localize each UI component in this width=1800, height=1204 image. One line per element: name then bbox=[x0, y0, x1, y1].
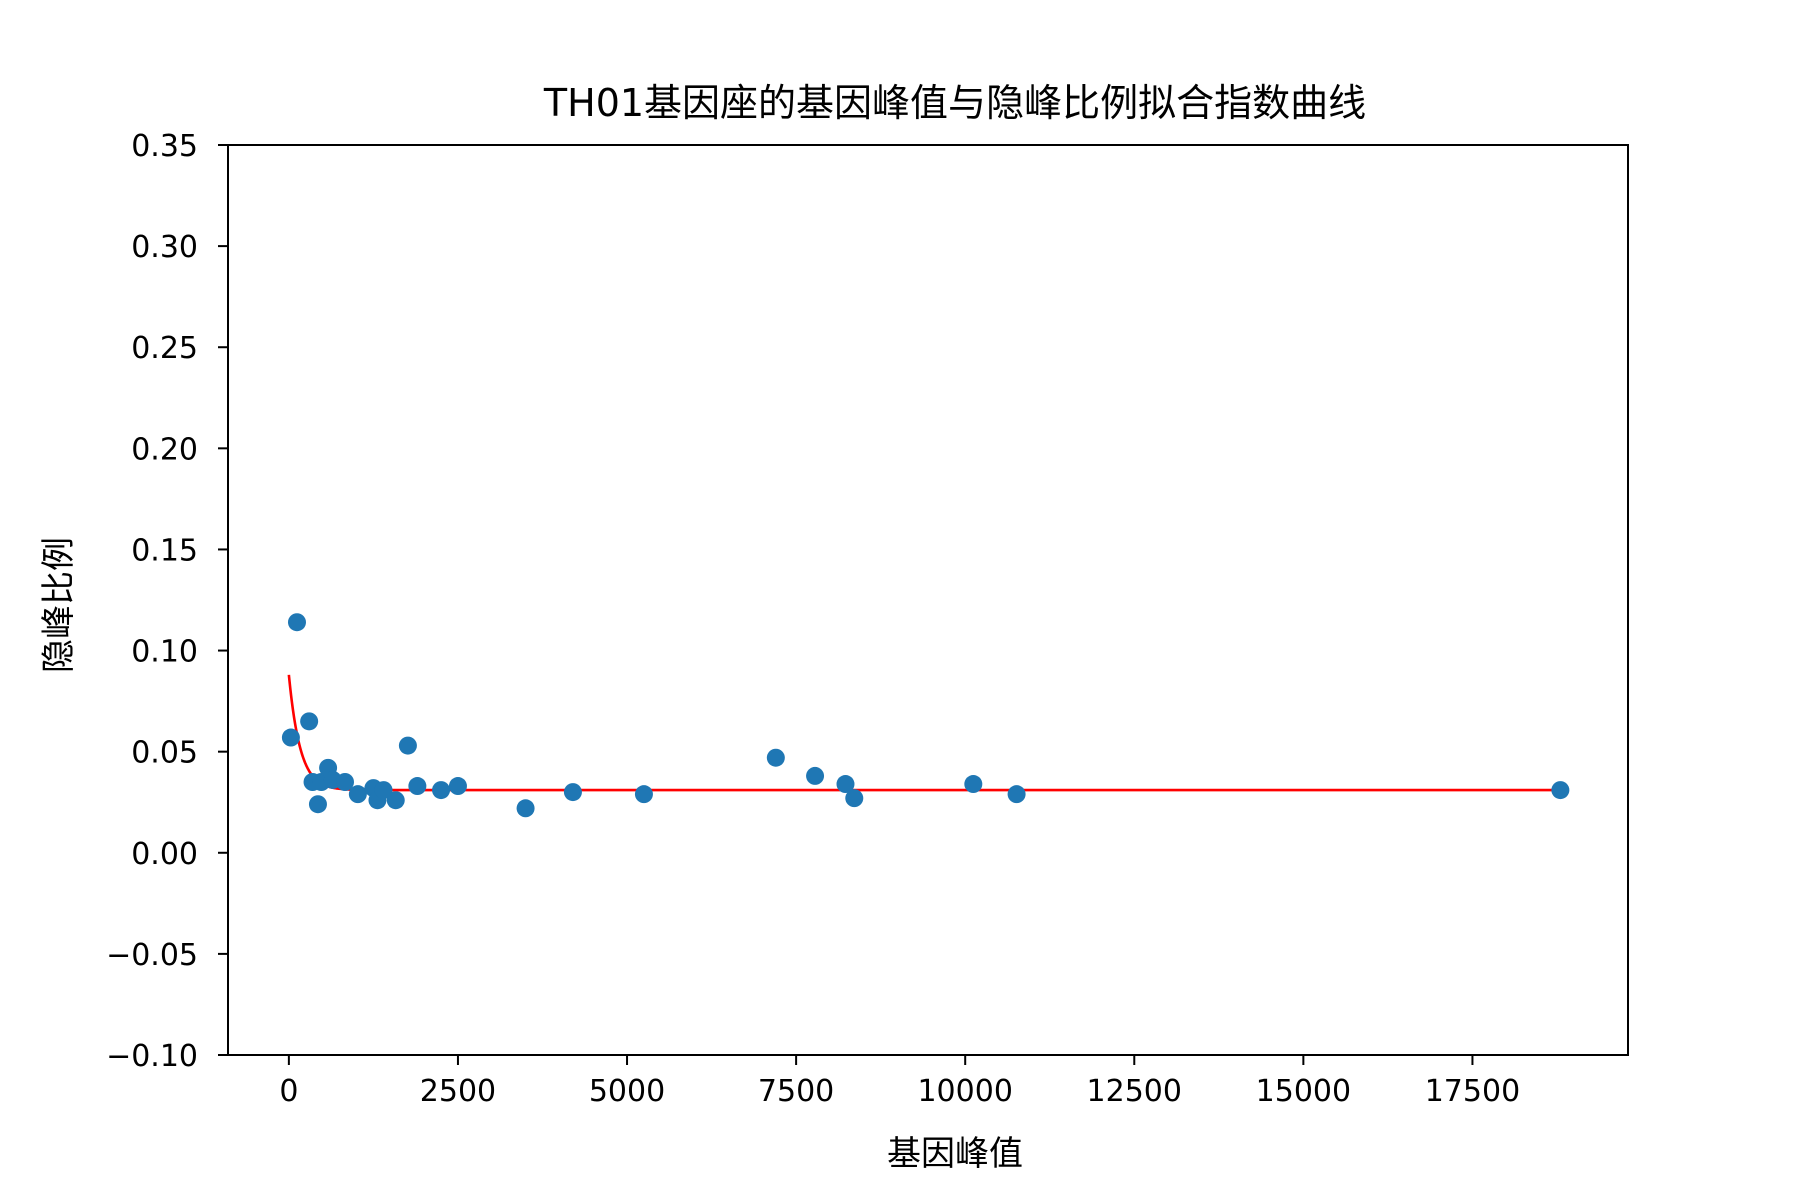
x-tick-label: 17500 bbox=[1425, 1074, 1520, 1109]
scatter-point bbox=[281, 728, 300, 747]
y-tick-label: 0.10 bbox=[131, 635, 198, 670]
x-axis-title: 基因峰值 bbox=[887, 1134, 1023, 1174]
x-tick-label: 5000 bbox=[589, 1074, 665, 1109]
y-tick-label: 0.05 bbox=[131, 736, 198, 771]
scatter-point bbox=[1007, 785, 1026, 804]
scatter-point bbox=[348, 785, 367, 804]
y-tick-label: 0.20 bbox=[131, 432, 198, 467]
scatter-point bbox=[836, 775, 855, 794]
y-tick-label: 0.00 bbox=[131, 837, 198, 872]
x-tick-label: 10000 bbox=[917, 1074, 1012, 1109]
x-tick-label: 7500 bbox=[758, 1074, 834, 1109]
chart-title: TH01基因座的基因峰值与隐峰比例拟合指数曲线 bbox=[543, 81, 1366, 125]
scatter-point bbox=[308, 795, 327, 814]
scatter-point bbox=[336, 773, 355, 791]
x-tick-label: 0 bbox=[279, 1074, 298, 1109]
scatter-point bbox=[634, 785, 653, 804]
scatter-point bbox=[408, 777, 427, 796]
scatter-point bbox=[398, 736, 417, 755]
x-axis-ticks: 0 2500 5000 7500 10000 12500 15000 17500 bbox=[279, 1055, 1520, 1109]
x-tick-label: 12500 bbox=[1087, 1074, 1182, 1109]
y-tick-label: −0.10 bbox=[106, 1039, 198, 1074]
scatter-point bbox=[448, 777, 467, 796]
scatter-point bbox=[1551, 781, 1570, 800]
scatter-point bbox=[386, 791, 405, 810]
scatter-point bbox=[964, 775, 983, 794]
scatter-point bbox=[766, 748, 785, 767]
scatter-point bbox=[287, 613, 306, 632]
scatter-point bbox=[300, 712, 319, 731]
y-tick-label: 0.35 bbox=[131, 129, 198, 164]
scatter-points bbox=[281, 613, 1570, 818]
y-axis-title: 隐峰比例 bbox=[39, 537, 79, 673]
scatter-point bbox=[516, 799, 535, 818]
scatter-point bbox=[845, 789, 864, 808]
y-tick-label: −0.05 bbox=[106, 938, 198, 973]
y-axis-ticks: −0.10 −0.05 0.00 0.05 0.10 0.15 0.20 0.25 0.30 0.… bbox=[106, 129, 228, 1074]
scatter-point bbox=[432, 781, 451, 800]
scatter-point bbox=[563, 783, 582, 802]
x-tick-label: 2500 bbox=[420, 1074, 496, 1109]
y-tick-label: 0.30 bbox=[131, 230, 198, 265]
y-tick-label: 0.15 bbox=[131, 533, 198, 568]
scatter-point bbox=[806, 766, 825, 785]
y-tick-label: 0.25 bbox=[131, 331, 198, 366]
x-tick-label: 15000 bbox=[1256, 1074, 1351, 1109]
scatter-point bbox=[374, 781, 393, 800]
plot-area-frame bbox=[227, 144, 1629, 1056]
